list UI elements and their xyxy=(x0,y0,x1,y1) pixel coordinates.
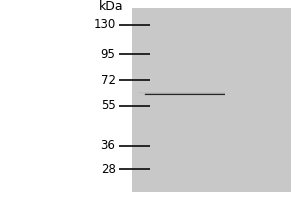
Text: 72: 72 xyxy=(100,74,116,87)
Bar xyxy=(138,93,143,96)
Bar xyxy=(138,93,143,96)
Bar xyxy=(138,94,226,95)
Bar xyxy=(138,95,226,96)
Bar xyxy=(138,93,226,94)
Text: 95: 95 xyxy=(100,48,116,61)
Text: 55: 55 xyxy=(101,99,116,112)
Bar xyxy=(138,93,140,96)
Text: 28: 28 xyxy=(100,163,116,176)
Bar xyxy=(138,93,142,96)
Bar xyxy=(132,8,291,192)
Bar xyxy=(138,92,226,93)
Bar xyxy=(138,93,144,96)
Bar xyxy=(138,93,144,96)
Bar xyxy=(138,93,139,96)
Bar xyxy=(138,93,141,96)
Bar xyxy=(138,93,140,96)
Text: 36: 36 xyxy=(100,139,116,152)
Bar xyxy=(138,95,226,96)
Bar xyxy=(138,93,141,96)
Bar xyxy=(138,93,226,94)
Bar xyxy=(138,93,139,96)
Bar xyxy=(138,94,226,95)
Bar xyxy=(138,93,145,96)
Bar xyxy=(138,95,226,96)
Bar xyxy=(138,93,142,96)
Bar xyxy=(138,93,140,96)
Bar xyxy=(138,92,226,93)
Bar xyxy=(138,93,142,96)
Bar xyxy=(138,93,226,94)
Bar xyxy=(138,94,226,95)
Bar xyxy=(138,93,145,96)
Text: 130: 130 xyxy=(93,18,116,31)
Text: kDa: kDa xyxy=(98,0,123,13)
Bar xyxy=(138,93,144,96)
Bar xyxy=(138,93,140,96)
Bar xyxy=(138,93,142,96)
